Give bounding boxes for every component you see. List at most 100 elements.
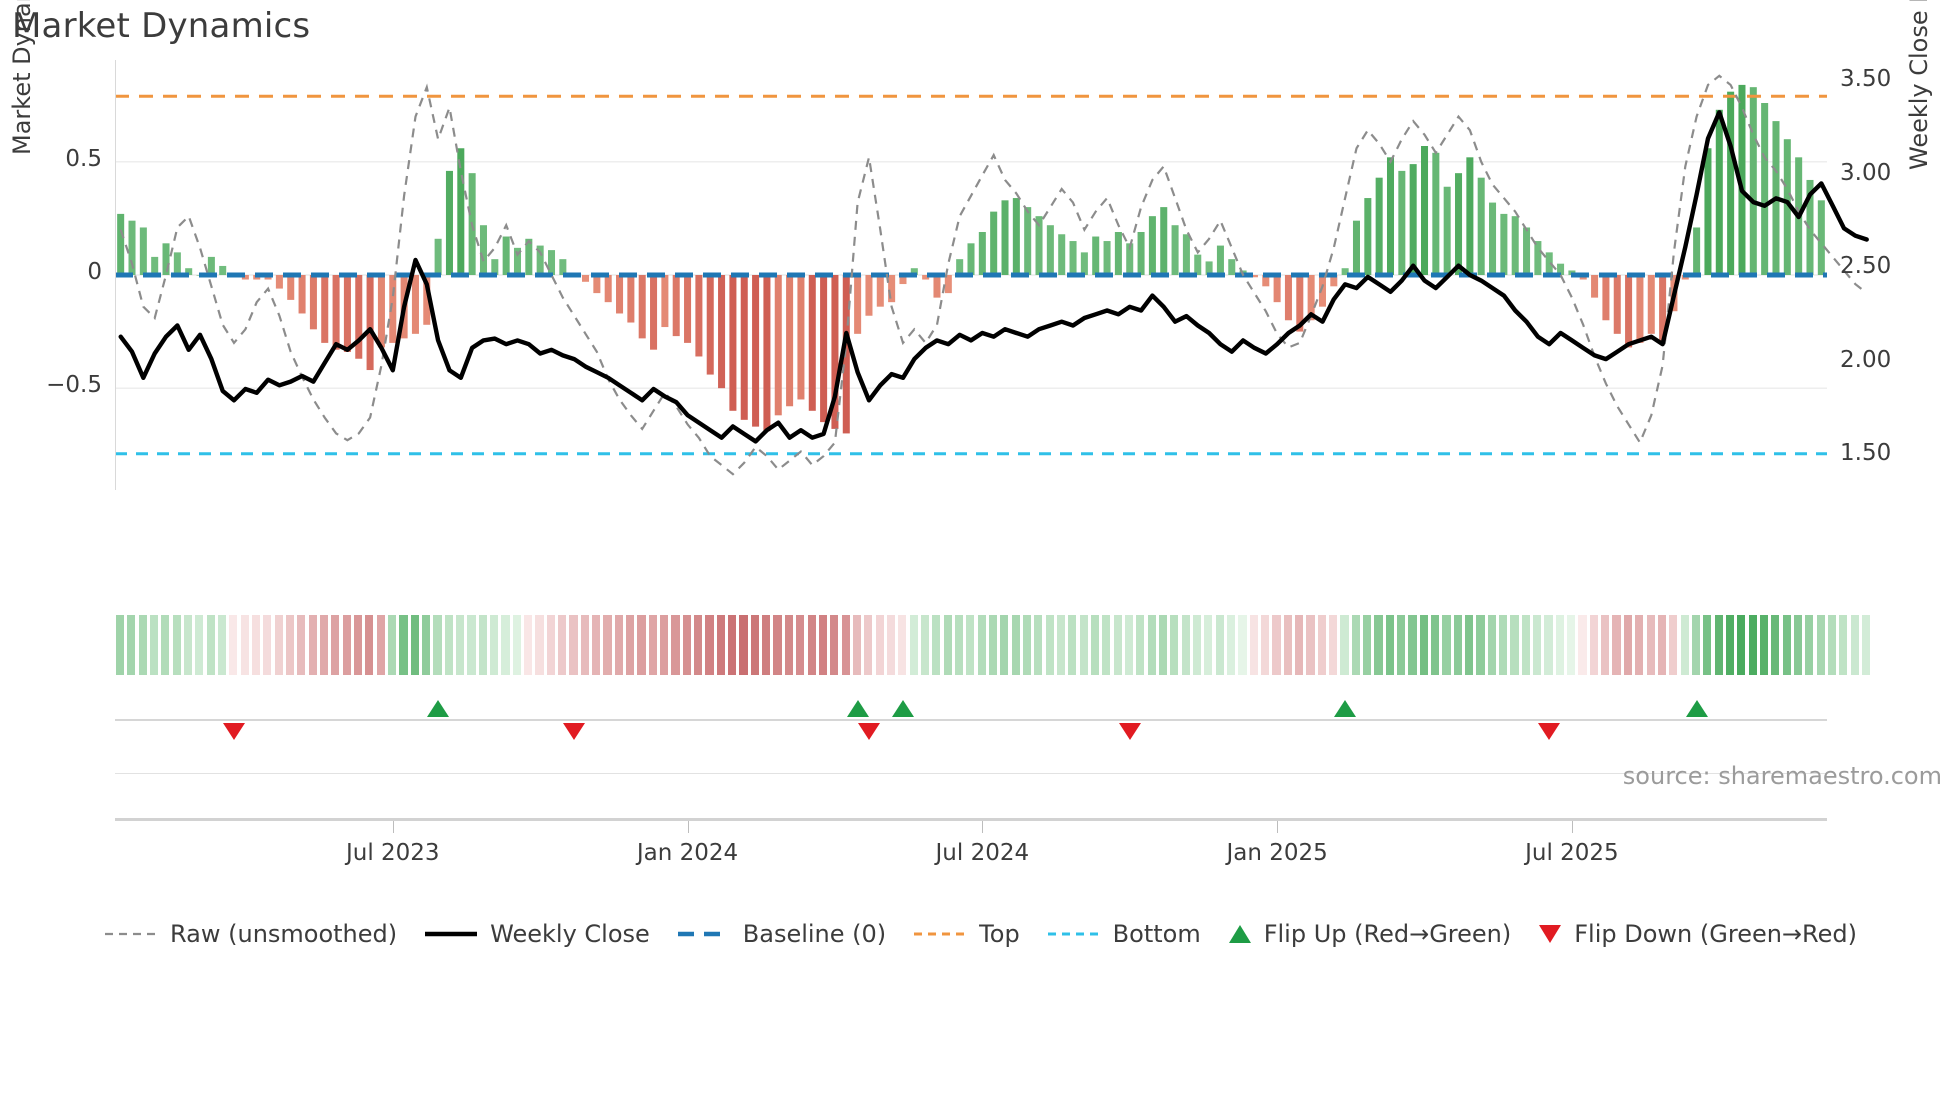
x-tick-label: Jul 2025	[1525, 840, 1619, 866]
flip-up-marker[interactable]	[1685, 700, 1708, 717]
heatmap-cell	[1725, 615, 1735, 675]
bar	[1443, 186, 1451, 275]
bar	[1783, 139, 1791, 275]
heatmap-cell	[422, 615, 431, 675]
heatmap-cell	[1759, 615, 1769, 675]
legend-item[interactable]: Bottom	[1046, 920, 1201, 948]
bar	[1024, 207, 1032, 275]
legend-item[interactable]: Flip Down (Green→Red)	[1537, 920, 1857, 948]
y-tick-left: 0.5	[65, 145, 102, 172]
flip-down-marker[interactable]	[1118, 723, 1141, 740]
bar	[1080, 252, 1088, 275]
bar	[1194, 254, 1202, 275]
bar	[275, 275, 283, 289]
heatmap-cell	[285, 615, 295, 675]
bar	[1137, 232, 1145, 275]
heatmap-cell	[977, 615, 986, 675]
bar	[309, 275, 317, 330]
legend-item-label: Flip Up (Red→Green)	[1263, 920, 1512, 948]
heatmap-cell	[1533, 615, 1542, 675]
bar	[1035, 216, 1043, 275]
bar	[1489, 202, 1497, 275]
heatmap-cell	[1544, 615, 1553, 675]
heatmap-cell	[1771, 615, 1780, 675]
bar	[1511, 216, 1519, 275]
heatmap-cell	[1227, 615, 1236, 675]
bar	[151, 256, 159, 275]
legend-item[interactable]: Weekly Close	[423, 920, 650, 948]
heatmap-cell	[240, 615, 249, 675]
x-tick-label: Jul 2023	[345, 840, 440, 866]
bar	[1647, 275, 1655, 334]
bar	[831, 275, 839, 429]
bar	[672, 275, 680, 337]
heatmap-cell	[251, 615, 261, 675]
heatmap-cell	[1442, 615, 1451, 675]
heatmap-cell	[217, 615, 227, 675]
bar	[978, 232, 986, 275]
flip-down-marker[interactable]	[857, 723, 880, 740]
legend-item[interactable]: Top	[912, 920, 1020, 948]
legend-item[interactable]: Flip Up (Red→Green)	[1227, 920, 1512, 948]
heatmap-cell	[1283, 615, 1292, 675]
flip-down-marker[interactable]	[223, 723, 246, 740]
heatmap-cell	[1158, 615, 1168, 675]
heatmap-cell	[580, 615, 589, 675]
bar	[332, 275, 340, 350]
flip-down-marker[interactable]	[1538, 723, 1561, 740]
heatmap-cell	[1782, 615, 1791, 675]
heatmap-cell	[1419, 615, 1428, 675]
bar	[1591, 275, 1599, 298]
heatmap-cell	[1487, 615, 1496, 675]
y-axis-right-label: Weekly Close Price	[1905, 0, 1933, 170]
x-tick-mark	[982, 821, 984, 833]
heatmap-cell	[1011, 615, 1020, 675]
bar	[366, 275, 374, 371]
heatmap-cell	[1363, 615, 1372, 675]
heatmap-cell	[1635, 615, 1644, 675]
heatmap-cell	[909, 615, 918, 675]
bar	[513, 247, 522, 275]
bar	[1103, 241, 1111, 275]
plot-canvas	[115, 74, 1869, 476]
bar	[1296, 275, 1304, 332]
bar	[547, 250, 556, 275]
heatmap-cell	[1136, 615, 1145, 675]
legend-item[interactable]: Baseline (0)	[676, 920, 886, 948]
bar	[1386, 157, 1395, 275]
bar	[1148, 216, 1156, 275]
heatmap-cell	[1601, 615, 1610, 675]
heatmap-cell	[1510, 615, 1519, 675]
heatmap-cell	[1714, 615, 1723, 675]
heatmap-cell	[490, 615, 499, 675]
bar	[1432, 152, 1440, 275]
flip-up-marker[interactable]	[891, 700, 914, 717]
heatmap-cell	[535, 615, 544, 675]
heatmap-cell	[1385, 615, 1394, 675]
y-tick-right: 3.50	[1840, 66, 1892, 93]
bar	[219, 265, 227, 275]
bar	[1364, 198, 1372, 275]
bar	[967, 243, 975, 275]
bar	[128, 220, 136, 275]
flip-up-marker[interactable]	[1334, 700, 1357, 717]
bar	[1534, 241, 1542, 275]
legend-item[interactable]: Raw (unsmoothed)	[103, 920, 397, 948]
flip-up-marker[interactable]	[427, 700, 450, 717]
heatmap-cell	[1748, 615, 1757, 675]
heatmap-cell	[388, 615, 397, 675]
heatmap-cell	[852, 615, 862, 675]
heatmap-cell	[1340, 615, 1349, 675]
bar	[1330, 275, 1338, 287]
bar	[321, 275, 329, 343]
heatmap-cell	[1351, 615, 1360, 675]
bar	[808, 275, 816, 411]
heatmap-cell	[1805, 615, 1814, 675]
flip-down-marker[interactable]	[563, 723, 586, 740]
heatmap-cell	[988, 615, 998, 675]
bar	[411, 275, 419, 334]
bar	[1761, 103, 1769, 275]
heatmap-cell	[183, 615, 193, 675]
flip-up-marker[interactable]	[846, 700, 869, 717]
heatmap-cell	[1238, 615, 1247, 675]
